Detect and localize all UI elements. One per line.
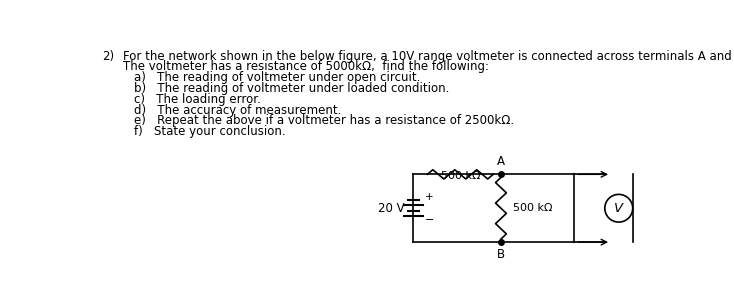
Text: e)   Repeat the above if a voltmeter has a resistance of 2500kΩ.: e) Repeat the above if a voltmeter has a… [134,114,515,127]
Text: −: − [425,215,435,225]
Text: V: V [614,202,623,215]
Text: c)   The loading error.: c) The loading error. [134,93,261,106]
Text: +: + [425,192,434,202]
Text: The voltmeter has a resistance of 5000kΩ,  find the following:: The voltmeter has a resistance of 5000kΩ… [123,60,489,73]
Text: 20 V: 20 V [379,202,405,215]
Text: 500 kΩ: 500 kΩ [440,170,480,181]
Text: 500 kΩ: 500 kΩ [512,203,552,213]
Text: f)   State your conclusion.: f) State your conclusion. [134,125,286,138]
Text: For the network shown in the below figure, a 10V range voltmeter is connected ac: For the network shown in the below figur… [123,50,734,63]
Text: A: A [497,155,505,168]
Text: a)   The reading of voltmeter under open circuit.: a) The reading of voltmeter under open c… [134,71,421,84]
Text: d)   The accuracy of measurement.: d) The accuracy of measurement. [134,103,342,117]
Text: B: B [497,248,505,261]
Text: b)   The reading of voltmeter under loaded condition.: b) The reading of voltmeter under loaded… [134,82,450,95]
Text: 2): 2) [103,50,115,63]
